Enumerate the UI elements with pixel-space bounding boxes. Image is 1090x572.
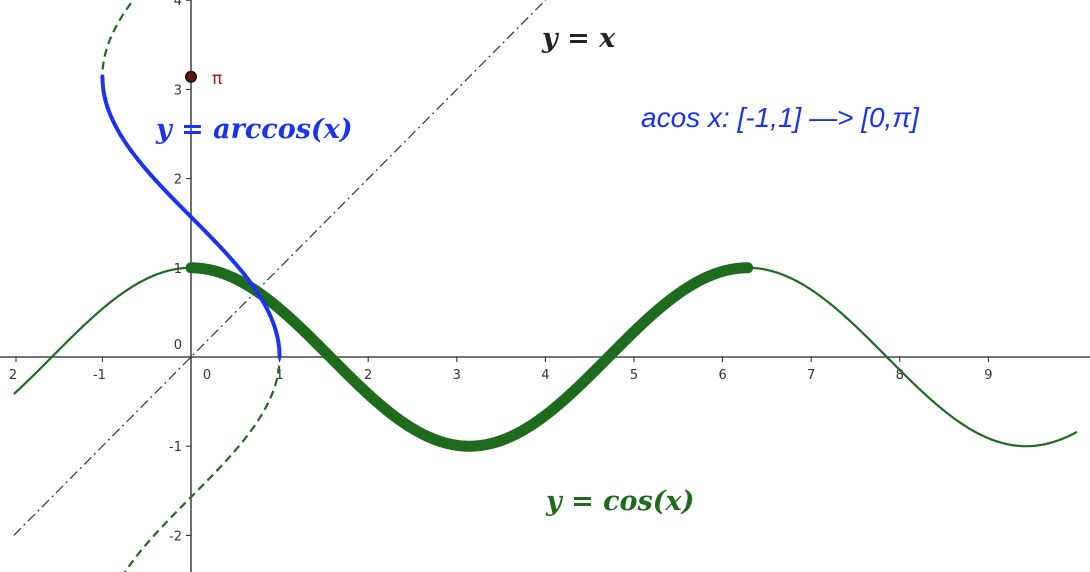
x-tick-label: -1 — [93, 368, 106, 383]
annotation-acos-domain-range: acos x: [-1,1] —> [0,π] — [641, 102, 920, 133]
series-line-arccos — [100, 74, 282, 359]
y-tick-label: 4 — [174, 0, 182, 9]
x-tick-label: 5 — [630, 368, 638, 383]
point-pi-label: π — [212, 69, 222, 89]
y-tick-label: -2 — [169, 529, 182, 544]
y-tick-label: 3 — [174, 83, 182, 98]
series-line-y-equals-x — [13, 0, 547, 536]
x-tick-label: 4 — [541, 368, 549, 383]
annotation-cos: y = cos(x) — [545, 486, 694, 517]
y-tick-label: -1 — [169, 440, 182, 455]
x-tick-label: 1 — [275, 368, 283, 383]
x-tick-label: 2 — [9, 368, 17, 383]
series-layer — [13, 0, 1078, 572]
x-tick-label: 0 — [203, 368, 211, 383]
x-tick-label: 2 — [364, 368, 372, 383]
series-line-cos-highlight — [185, 262, 754, 452]
x-tick-label: 3 — [453, 368, 461, 383]
annotation-y-equals-x: y = x — [541, 23, 616, 54]
annotation-arccos: y = arccos(x) — [155, 114, 353, 145]
y-tick-label: 0 — [174, 338, 182, 353]
point-pi-marker — [185, 70, 197, 83]
y-tick-label: 2 — [174, 173, 182, 188]
x-tick-label: 7 — [807, 368, 815, 383]
labels-layer: y = x y = arccos(x) y = cos(x) acos x: [… — [155, 23, 920, 517]
x-tick-label: 9 — [984, 368, 992, 383]
x-tick-label: 8 — [896, 368, 904, 383]
x-tick-label: 6 — [718, 368, 726, 383]
